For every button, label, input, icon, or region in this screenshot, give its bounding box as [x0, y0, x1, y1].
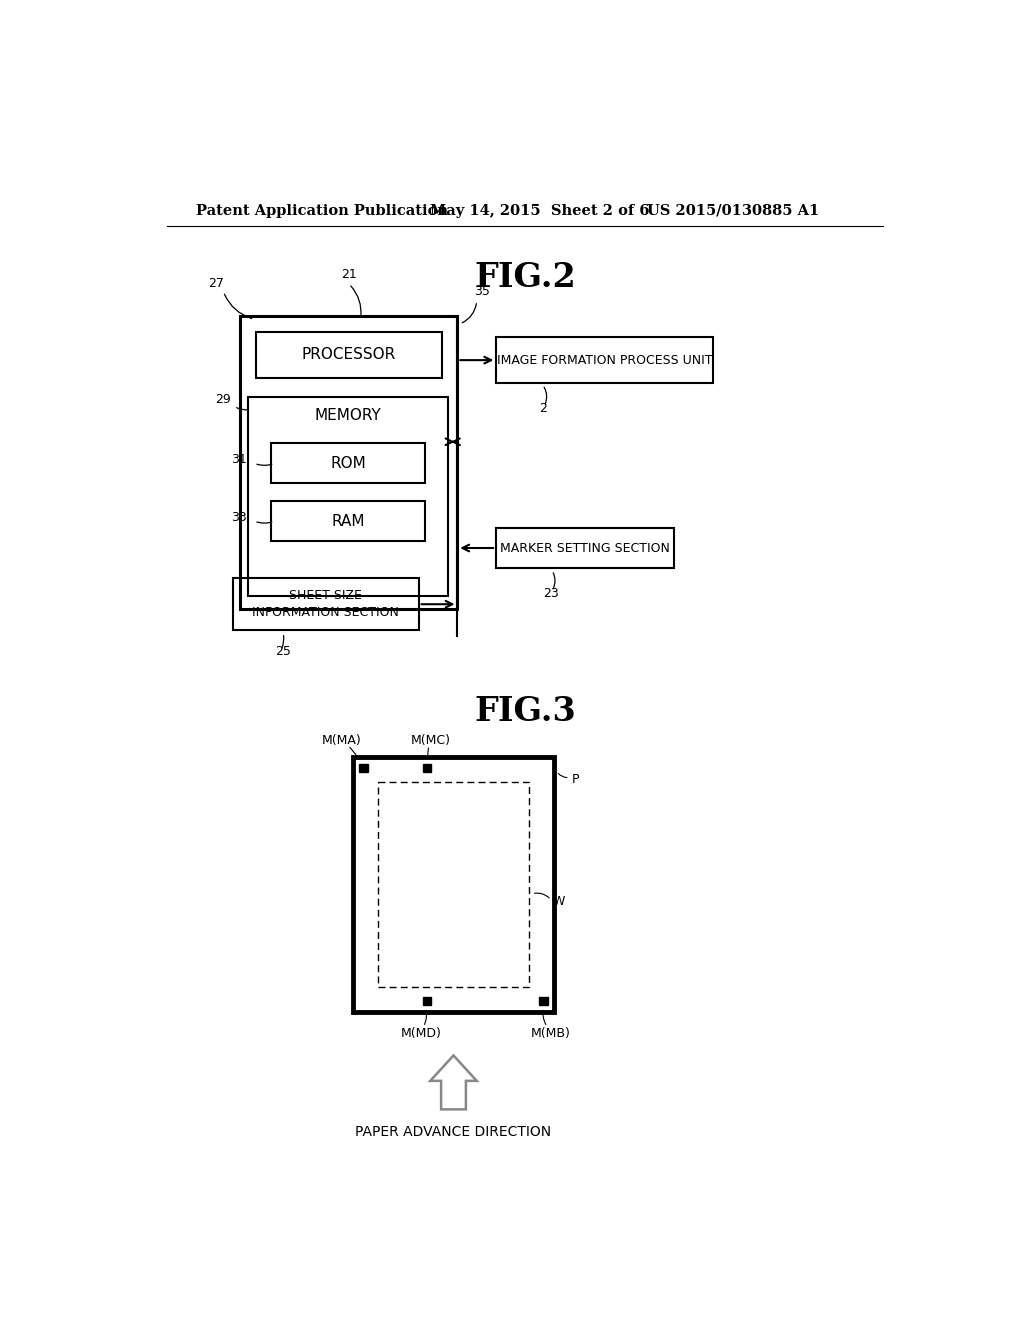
Bar	[256, 331, 442, 378]
Text: M(MD): M(MD)	[400, 1027, 441, 1040]
Text: M(MB): M(MB)	[531, 1027, 571, 1040]
Bar	[241, 317, 458, 609]
Bar	[496, 337, 713, 383]
Text: M(MC): M(MC)	[411, 734, 451, 747]
Text: FIG.3: FIG.3	[474, 694, 575, 727]
Bar	[423, 997, 431, 1005]
Text: FIG.2: FIG.2	[474, 261, 575, 294]
Bar	[496, 528, 675, 568]
Text: 23: 23	[543, 587, 558, 601]
Text: RAM: RAM	[332, 513, 365, 528]
Text: IMAGE FORMATION PROCESS UNIT: IMAGE FORMATION PROCESS UNIT	[497, 354, 713, 367]
Text: 25: 25	[275, 645, 291, 659]
Text: 27: 27	[208, 277, 223, 290]
Bar	[540, 997, 548, 1005]
Text: US 2015/0130885 A1: US 2015/0130885 A1	[647, 203, 819, 218]
Text: ROM: ROM	[330, 455, 366, 471]
Text: PROCESSOR: PROCESSOR	[302, 347, 396, 362]
Text: 21: 21	[341, 268, 357, 281]
Bar	[232, 578, 419, 631]
Text: 35: 35	[474, 285, 490, 298]
Bar	[423, 764, 431, 772]
Text: May 14, 2015  Sheet 2 of 6: May 14, 2015 Sheet 2 of 6	[430, 203, 650, 218]
Text: 33: 33	[231, 511, 247, 524]
Text: 2: 2	[539, 403, 547, 416]
Bar	[248, 397, 449, 595]
Text: M(MA): M(MA)	[322, 734, 361, 747]
Text: Patent Application Publication: Patent Application Publication	[197, 203, 449, 218]
Text: 31: 31	[231, 453, 247, 466]
Text: SHEET SIZE
INFORMATION SECTION: SHEET SIZE INFORMATION SECTION	[252, 589, 399, 619]
Bar	[271, 444, 425, 483]
Text: MARKER SETTING SECTION: MARKER SETTING SECTION	[501, 541, 670, 554]
Bar	[359, 764, 368, 772]
Bar	[271, 502, 425, 541]
Text: W: W	[553, 895, 565, 908]
Text: P: P	[572, 772, 580, 785]
Text: 29: 29	[216, 393, 231, 407]
Text: MEMORY: MEMORY	[314, 408, 382, 424]
Bar	[378, 781, 529, 987]
Bar	[352, 758, 554, 1011]
Text: PAPER ADVANCE DIRECTION: PAPER ADVANCE DIRECTION	[355, 1126, 552, 1139]
